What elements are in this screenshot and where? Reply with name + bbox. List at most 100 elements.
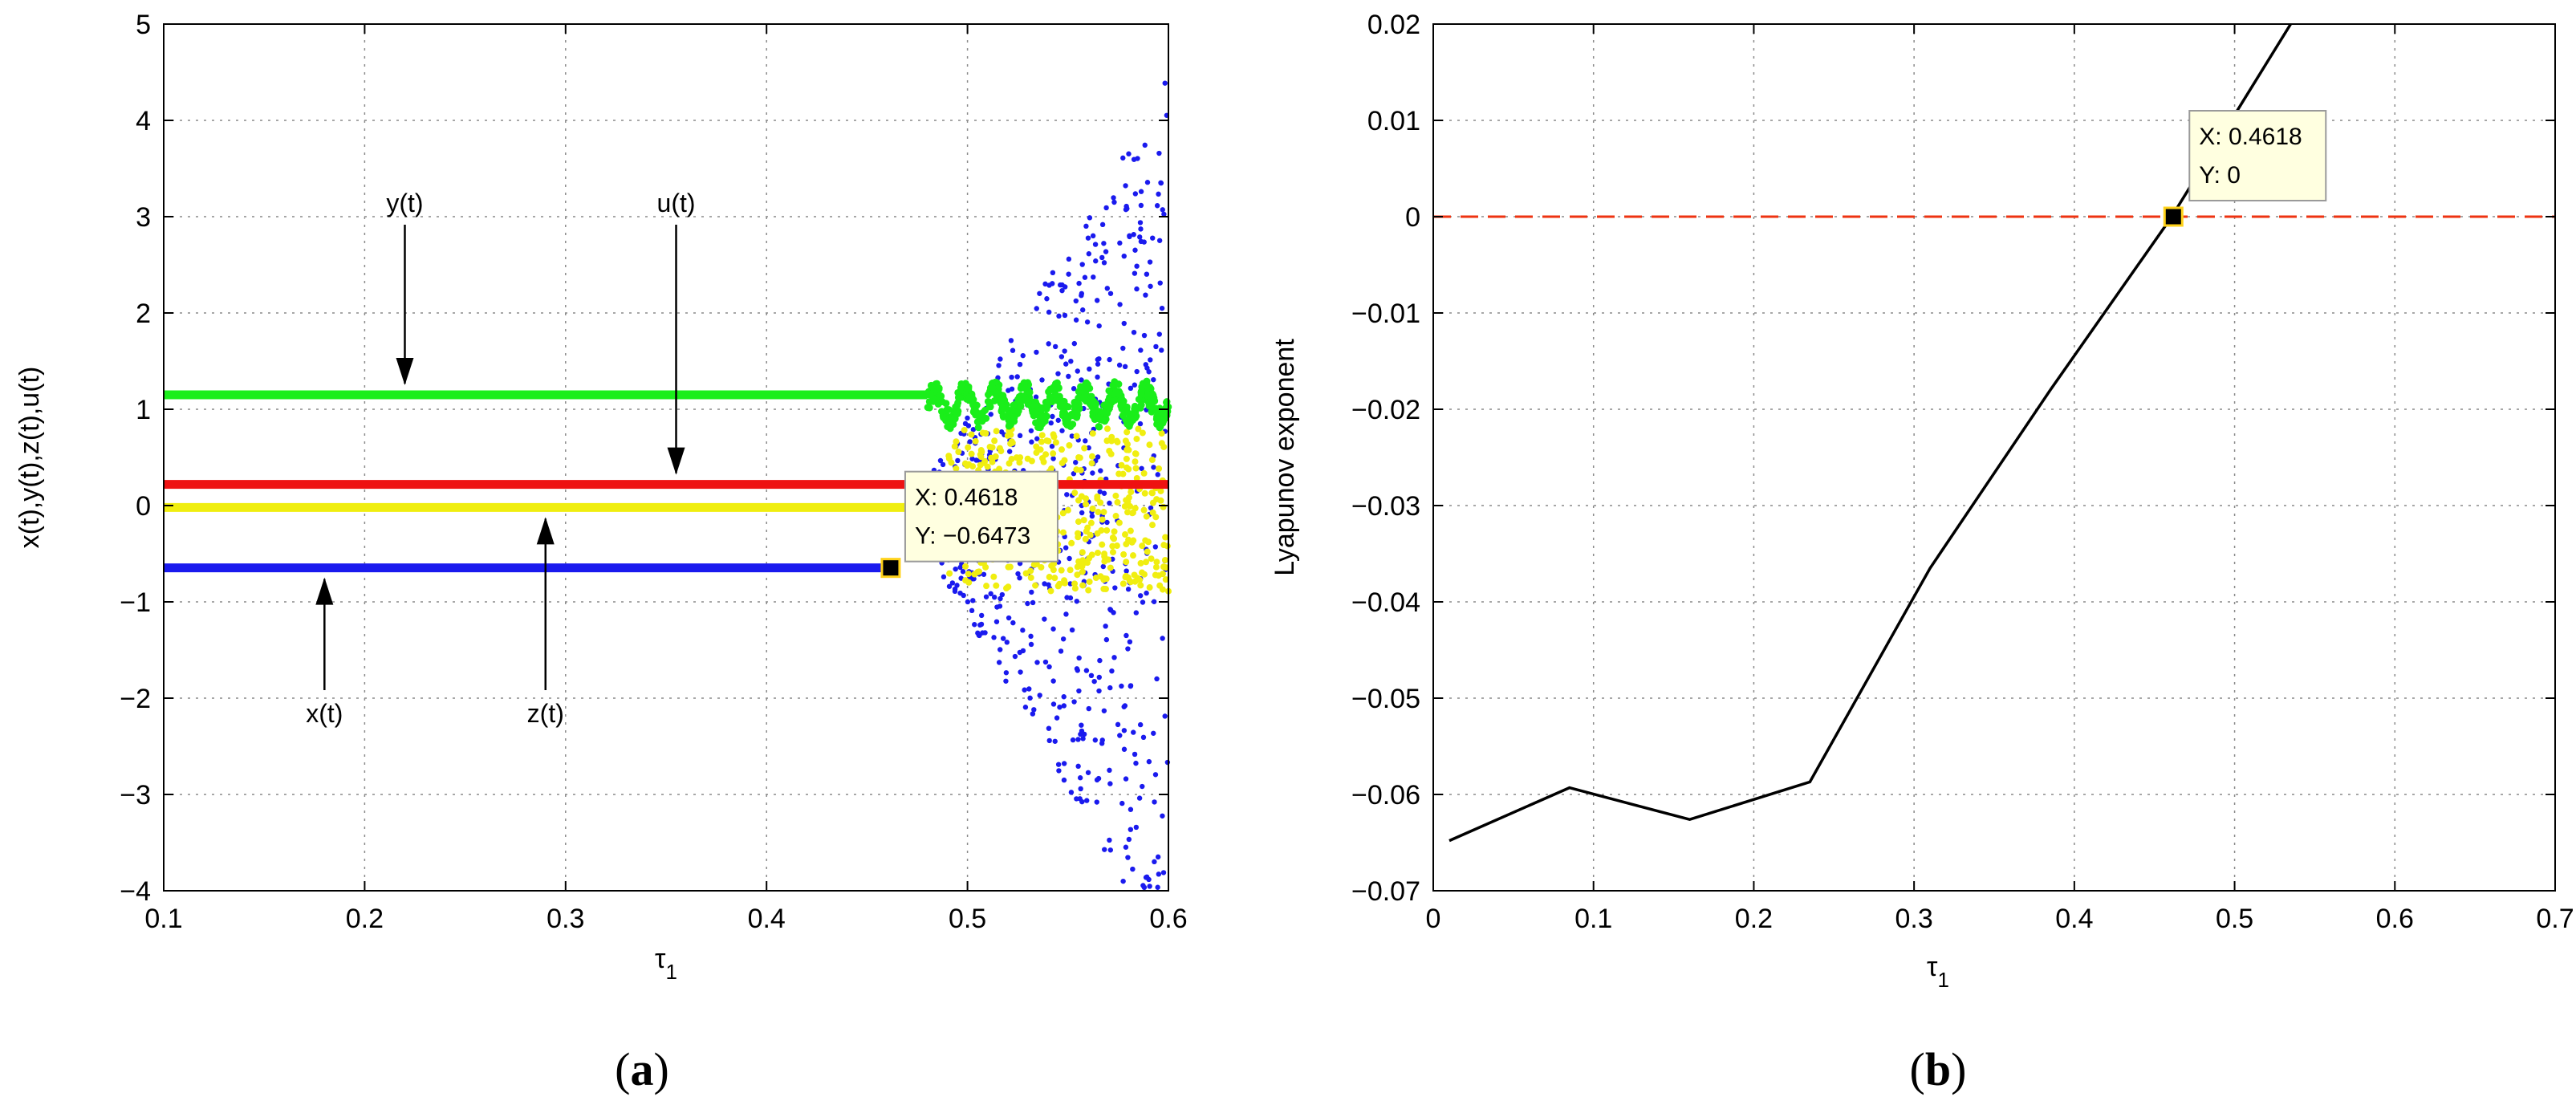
y-tick-label: 0.02 xyxy=(1367,10,1420,40)
x-chaotic-point xyxy=(1100,563,1107,570)
z-scatter-point xyxy=(1122,574,1129,581)
z-scatter-point xyxy=(1143,513,1150,520)
z-scatter-point xyxy=(1071,585,1079,592)
x-chaotic-point xyxy=(1096,674,1102,681)
z-scatter-point xyxy=(946,570,953,577)
z-scatter-point xyxy=(1132,465,1140,472)
y-oscillation-point xyxy=(1137,401,1145,409)
x-chaotic-point xyxy=(1056,313,1062,319)
x-chaotic-point xyxy=(1003,678,1009,684)
y-oscillation-point xyxy=(1109,397,1117,405)
z-scatter-point xyxy=(1100,576,1107,583)
z-scatter-point xyxy=(986,443,993,450)
y-tick-label: −0.05 xyxy=(1351,684,1420,714)
z-scatter-point xyxy=(1022,570,1030,577)
x-chaotic-point xyxy=(1141,332,1148,339)
annotation-label: u(t) xyxy=(657,189,696,217)
z-scatter-point xyxy=(1050,450,1057,457)
x-chaotic-point xyxy=(1008,338,1014,343)
y-oscillation-point xyxy=(925,398,933,406)
x-chaotic-point xyxy=(1012,653,1018,660)
y-oscillation-point xyxy=(938,408,946,416)
z-scatter-point xyxy=(989,455,996,462)
x-chaotic-point xyxy=(1123,844,1129,850)
y-oscillation-point xyxy=(938,398,946,406)
z-scatter-point xyxy=(1159,571,1166,578)
x-chaotic-point xyxy=(1078,786,1083,792)
x-chaotic-point xyxy=(1109,668,1115,674)
x-axis-label-a-sub: 1 xyxy=(665,960,677,984)
x-chaotic-point xyxy=(1155,854,1161,860)
datatip-box xyxy=(2188,110,2327,201)
x-chaotic-point xyxy=(1075,668,1080,673)
x-chaotic-point xyxy=(1125,855,1131,860)
x-chaotic-point xyxy=(994,604,1000,610)
z-scatter-point xyxy=(1101,550,1108,558)
z-scatter-point xyxy=(1111,528,1118,535)
x-chaotic-point xyxy=(1052,738,1058,744)
x-chaotic-point xyxy=(1096,355,1102,362)
x-chaotic-point xyxy=(1088,672,1095,679)
x-chaotic-point xyxy=(1086,251,1092,257)
z-scatter-point xyxy=(1098,526,1105,534)
y-oscillation-point xyxy=(998,404,1006,412)
x-chaotic-point xyxy=(973,457,979,463)
z-scatter-point xyxy=(1148,555,1155,563)
x-chaotic-point xyxy=(1101,490,1107,496)
x-chaotic-point xyxy=(991,635,997,640)
z-scatter-point xyxy=(1107,450,1115,457)
x-chaotic-point xyxy=(1062,545,1069,550)
z-scatter-point xyxy=(1162,576,1169,583)
x-chaotic-point xyxy=(1131,232,1136,238)
x-chaotic-point xyxy=(1087,366,1092,372)
x-chaotic-point xyxy=(1076,280,1082,286)
z-scatter-point xyxy=(1141,490,1148,497)
y-oscillation-point xyxy=(1153,412,1161,420)
x-chaotic-point xyxy=(997,356,1003,362)
z-scatter-point xyxy=(1082,535,1089,542)
z-scatter-point xyxy=(1099,541,1106,548)
x-chaotic-point xyxy=(972,622,977,628)
z-scatter-point xyxy=(1050,433,1058,441)
x-chaotic-point xyxy=(1156,191,1161,197)
z-scatter-point xyxy=(1073,433,1080,440)
y-oscillation-point xyxy=(1020,379,1028,387)
z-scatter-point xyxy=(1088,551,1095,559)
x-chaotic-point xyxy=(1028,641,1034,648)
z-scatter-point xyxy=(1013,454,1020,461)
y-oscillation-point xyxy=(925,404,933,412)
datatip-b: X: 0.4618 Y: 0 xyxy=(2163,110,2327,227)
y-tick-label: 2 xyxy=(136,299,151,329)
y-oscillation-point xyxy=(1122,404,1130,412)
z-scatter-point xyxy=(955,449,962,456)
z-scatter-point xyxy=(1102,586,1109,593)
y-tick-label: 0.01 xyxy=(1367,106,1420,136)
x-chaotic-point xyxy=(1086,705,1091,712)
z-scatter-point xyxy=(984,463,991,470)
z-scatter-point xyxy=(1074,563,1081,571)
x-chaotic-point xyxy=(1063,361,1069,367)
z-scatter-point xyxy=(1027,574,1034,581)
y-oscillation-point xyxy=(974,424,982,432)
x-chaotic-point xyxy=(1003,670,1010,676)
x-chaotic-point xyxy=(1079,377,1084,383)
x-chaotic-point xyxy=(1096,688,1102,694)
z-scatter-point xyxy=(1128,489,1135,496)
x-chaotic-point xyxy=(1075,763,1081,770)
x-tick-label: 0.1 xyxy=(144,904,182,934)
z-scatter-point xyxy=(1038,563,1045,571)
x-chaotic-point xyxy=(1115,721,1121,728)
x-chaotic-point xyxy=(1103,636,1110,643)
x-chaotic-point xyxy=(1107,290,1114,296)
x-tick-label: 0.2 xyxy=(346,904,384,934)
y-oscillation-point xyxy=(997,396,1006,404)
x-chaotic-point xyxy=(1071,699,1077,705)
x-chaotic-point xyxy=(967,439,973,445)
x-chaotic-point xyxy=(1141,884,1148,891)
z-scatter-point xyxy=(1076,454,1083,461)
y-oscillation-point xyxy=(1080,388,1088,396)
x-chaotic-point xyxy=(1123,632,1129,639)
z-scatter-point xyxy=(971,571,978,578)
z-scatter-point xyxy=(1152,563,1160,571)
x-chaotic-point xyxy=(1022,687,1027,693)
